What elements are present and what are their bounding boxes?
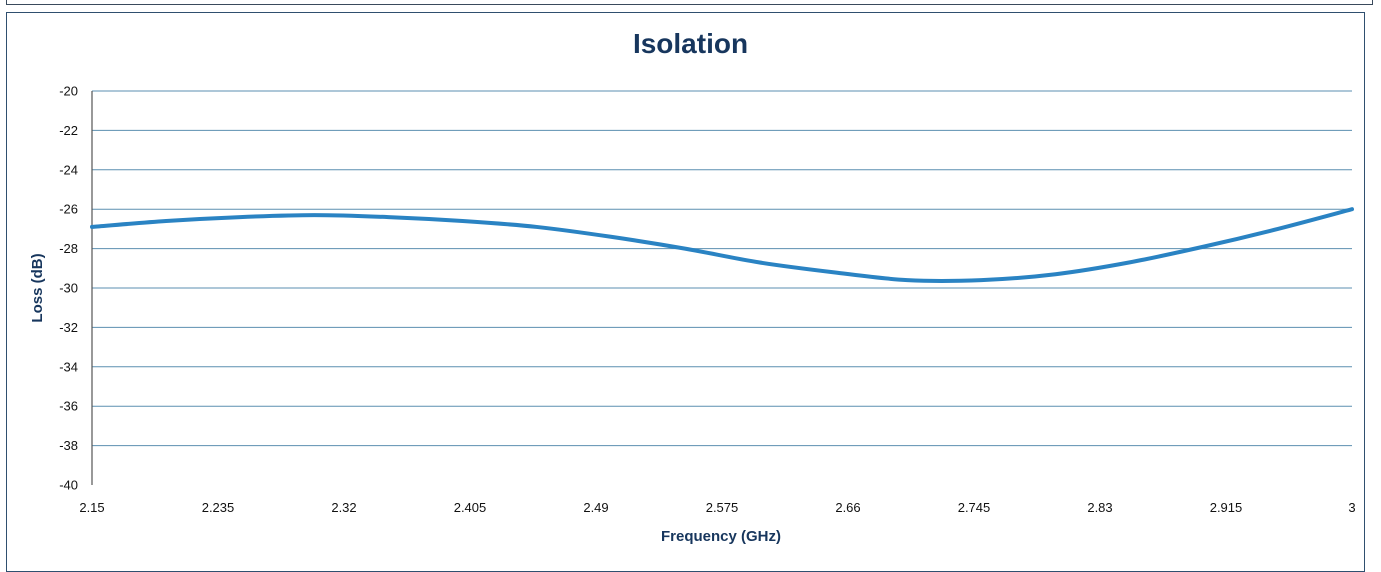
x-tick-label: 2.66 [835, 500, 860, 515]
y-tick-label: -40 [59, 478, 78, 493]
x-axis-label: Frequency (GHz) [661, 528, 781, 545]
chart-title: Isolation [632, 28, 749, 59]
y-tick-label: -26 [59, 202, 78, 217]
y-tick-label: -30 [59, 281, 78, 296]
x-axis: 2.15 2.235 2.32 2.405 2.49 2.575 2.66 2.745 2.83… [79, 500, 1355, 515]
series-line-0 [90, 207, 1354, 283]
series-layer [90, 207, 1354, 283]
y-tick-label: -24 [59, 162, 78, 177]
window-top-strip [0, 0, 1381, 8]
x-tick-label: 2.575 [706, 500, 739, 515]
y-tick-label: -36 [59, 399, 78, 414]
x-tick-label: 2.235 [202, 500, 235, 515]
y-tick-label: -20 [59, 84, 78, 99]
x-tick-label: 2.915 [1210, 500, 1243, 515]
x-tick-label: 2.83 [1087, 500, 1112, 515]
y-axis: -20 -22 -24 -26 -28 -30 -32 -34 -36 -38 -40 [59, 84, 93, 493]
y-tick-label: -22 [59, 123, 78, 138]
y-tick-label: -32 [59, 320, 78, 335]
x-tick-label: 2.745 [958, 500, 991, 515]
x-tick-label: 2.15 [79, 500, 104, 515]
chart-frame [6, 12, 1365, 572]
y-tick-label: -28 [59, 241, 78, 256]
gridlines [92, 90, 1352, 447]
y-axis-label: Loss (dB) [29, 253, 46, 322]
y-tick-label: -38 [59, 438, 78, 453]
x-tick-label: 2.405 [454, 500, 487, 515]
x-tick-label: 2.49 [583, 500, 608, 515]
x-tick-label: 2.32 [331, 500, 356, 515]
x-tick-label: 3 [1348, 500, 1355, 515]
y-tick-label: -34 [59, 359, 78, 374]
